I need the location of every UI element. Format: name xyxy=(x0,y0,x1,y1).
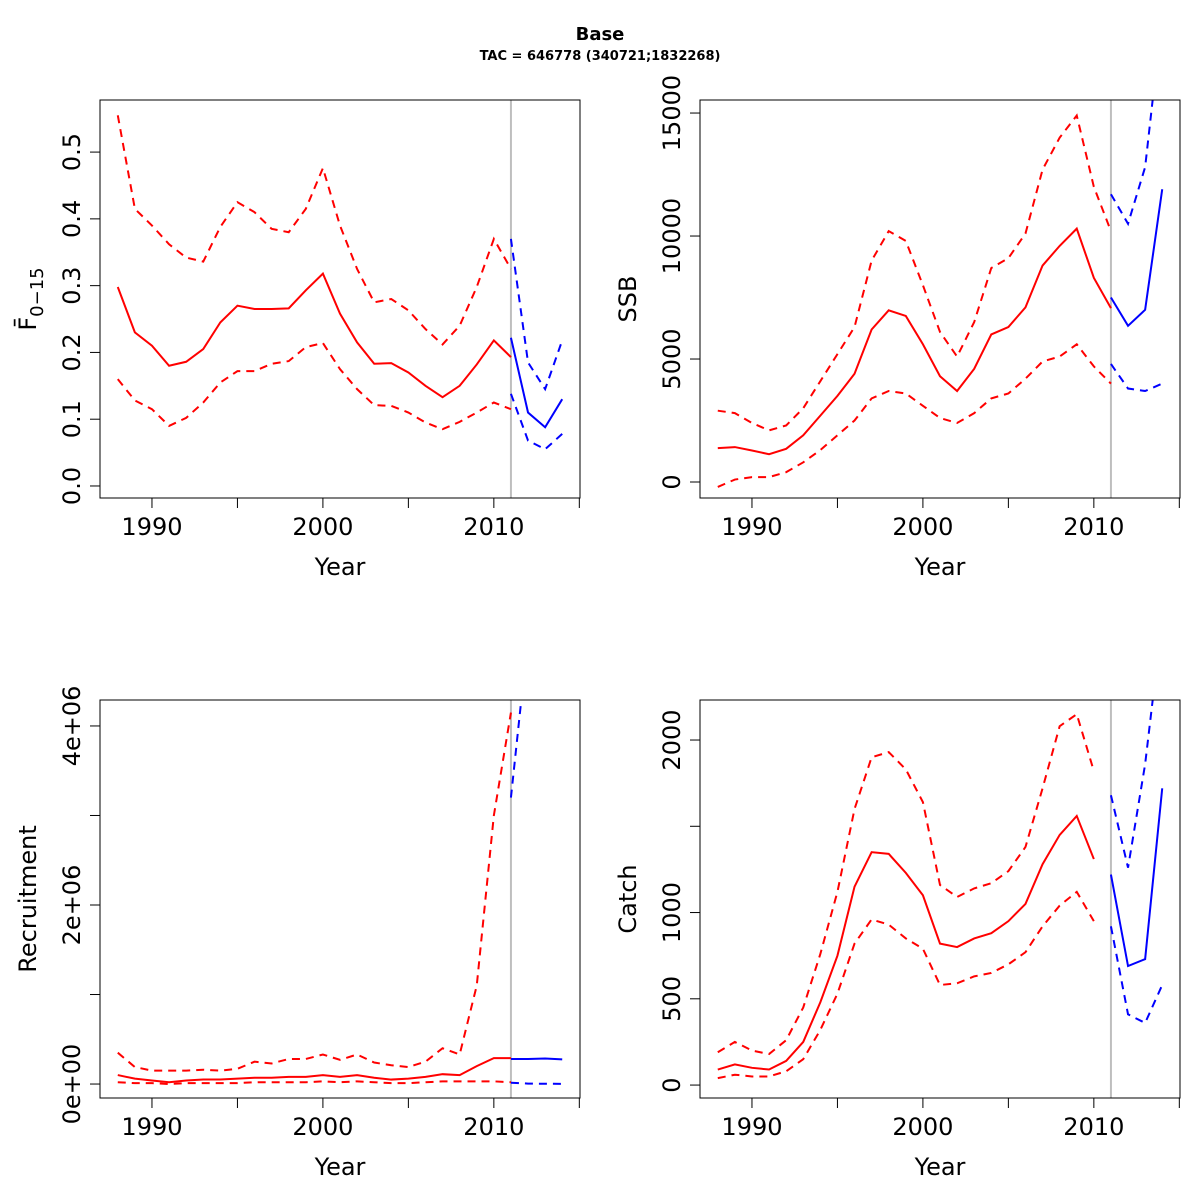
series-line xyxy=(117,1080,511,1086)
subtitle: TAC = 646778 (340721;1832268) xyxy=(480,49,721,64)
title: Base xyxy=(576,24,625,45)
y-tick-label: 0.4 xyxy=(58,200,86,238)
series-line xyxy=(1109,926,1164,1025)
y-tick-label: 0.1 xyxy=(58,400,86,438)
y-axis-label-main: Recruitment xyxy=(14,825,42,972)
x-tick-label: 2010 xyxy=(463,513,524,541)
y-axis-label-main: SSB xyxy=(614,276,642,323)
series-line xyxy=(717,226,1112,456)
y-tick-label: 0 xyxy=(658,1077,686,1092)
y-tick-label: 2000 xyxy=(658,709,686,770)
y-axis-label: F̄0−15 xyxy=(13,267,48,330)
series-line xyxy=(1110,189,1164,328)
series-line xyxy=(510,393,563,451)
plot-frame xyxy=(99,699,581,1099)
y-tick-label: 0 xyxy=(658,474,686,489)
x-axis-label: Year xyxy=(914,553,966,581)
series-line xyxy=(1110,363,1163,393)
y-tick-label: 0.0 xyxy=(58,467,86,505)
y-axis-label: Catch xyxy=(614,864,642,933)
series-line xyxy=(1110,100,1154,227)
y-tick-label: 5000 xyxy=(658,328,686,389)
y-tick-label: 0.3 xyxy=(58,267,86,305)
y-tick-label: 0e+00 xyxy=(58,1044,86,1125)
x-tick-label: 2010 xyxy=(463,1113,524,1141)
y-axis-label: Recruitment xyxy=(14,825,42,972)
series-line xyxy=(1109,788,1164,968)
plot-frame xyxy=(699,99,1181,499)
x-tick-label: 1990 xyxy=(121,1113,182,1141)
panel: 1990 2000 2010 0 500 1000 2000 Year Catch xyxy=(614,699,1181,1181)
y-axis-label-main: Catch xyxy=(614,864,642,933)
y-axis-label: SSB xyxy=(614,276,642,323)
y-tick-label: 2e+06 xyxy=(58,865,86,946)
x-tick-label: 2010 xyxy=(1063,513,1124,541)
x-tick-label: 1990 xyxy=(721,513,782,541)
series-line xyxy=(117,1057,511,1084)
plot-frame xyxy=(699,699,1181,1099)
panel: 1990 2000 2010 0.0 0.1 0.2 0.3 0.4 0.5 Year F̄0−15 xyxy=(13,99,581,581)
plot-frame xyxy=(99,99,581,499)
series-line xyxy=(116,271,512,399)
series-line xyxy=(1109,700,1154,868)
x-tick-label: 2000 xyxy=(292,1113,353,1141)
y-tick-label: 0.5 xyxy=(58,133,86,171)
x-tick-label: 1990 xyxy=(121,513,182,541)
x-tick-label: 2010 xyxy=(1063,1113,1124,1141)
y-tick-label: 10000 xyxy=(658,198,686,274)
series-line xyxy=(510,1057,563,1061)
series-line xyxy=(116,341,512,431)
series-line xyxy=(116,115,512,346)
y-tick-label: 4e+06 xyxy=(58,686,86,767)
y-tick-label: 0.2 xyxy=(58,333,86,371)
x-tick-label: 1990 xyxy=(721,1113,782,1141)
y-tick-label: 15000 xyxy=(658,75,686,151)
x-tick-label: 2000 xyxy=(892,513,953,541)
series-line xyxy=(717,712,1095,1056)
panel: 1990 2000 2010 0 5000 10000 15000 Year SSB xyxy=(614,75,1181,581)
series-line xyxy=(717,890,1095,1080)
series-group xyxy=(117,700,563,1086)
series-line xyxy=(509,238,564,392)
series-line xyxy=(510,1081,563,1085)
x-axis-label: Year xyxy=(314,1153,366,1181)
series-line xyxy=(717,342,1112,488)
x-tick-label: 2000 xyxy=(892,1113,953,1141)
series-line xyxy=(717,814,1095,1071)
x-axis-label: Year xyxy=(314,553,366,581)
y-axis-label-sub: 0−15 xyxy=(27,267,48,316)
y-tick-label: 1000 xyxy=(658,882,686,943)
series-line xyxy=(717,113,1112,432)
series-line xyxy=(117,712,512,1072)
series-group xyxy=(717,700,1164,1080)
series-line xyxy=(509,337,564,429)
series-group xyxy=(717,100,1164,488)
panel: 1990 2000 2010 0e+00 2e+06 4e+06 Year Recruitme… xyxy=(14,686,581,1181)
y-axis-label-main: F̄ xyxy=(13,317,42,331)
series-group xyxy=(116,115,564,451)
series-line xyxy=(509,700,523,798)
y-tick-label: 500 xyxy=(658,976,686,1022)
x-tick-label: 2000 xyxy=(292,513,353,541)
x-axis-label: Year xyxy=(914,1153,966,1181)
